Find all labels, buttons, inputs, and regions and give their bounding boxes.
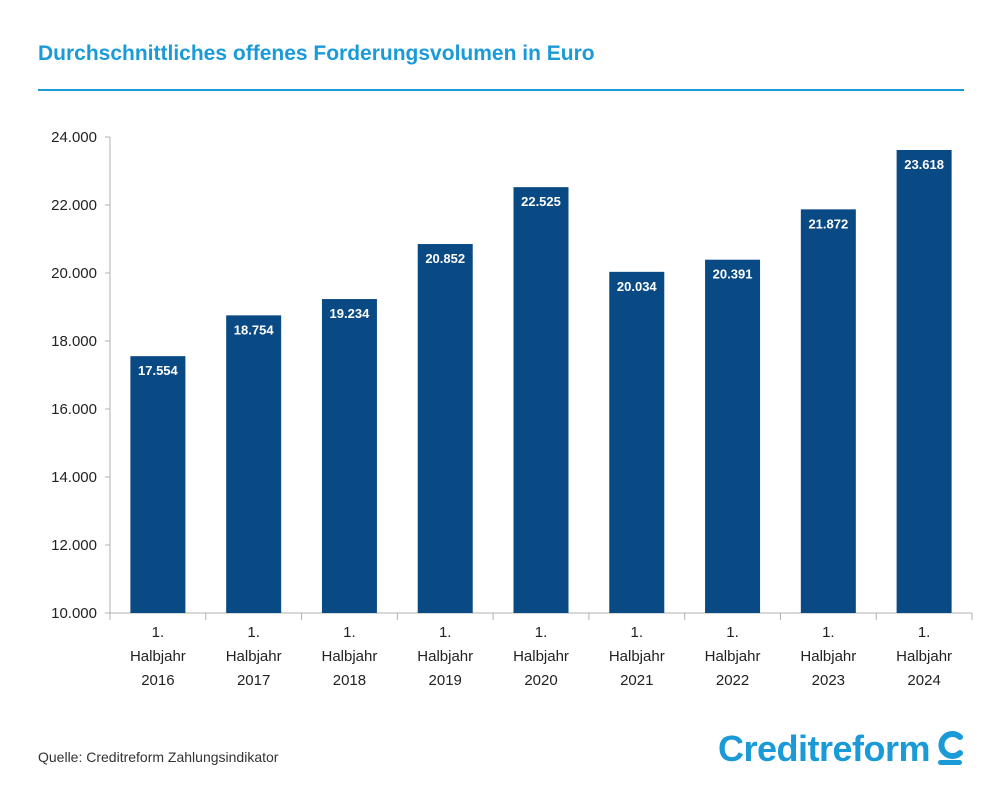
x-category-label: 1. Halbjahr 2016	[130, 624, 186, 689]
x-category-label-line: 2019	[429, 672, 462, 689]
y-tick-label: 16.000	[51, 401, 97, 418]
bar-value-label: 23.618	[904, 157, 944, 172]
x-category-label-line: Halbjahr	[417, 648, 473, 665]
x-category-label: 1. Halbjahr 2018	[322, 624, 378, 689]
x-category-label-line: 2024	[907, 672, 940, 689]
x-category-label: 1. Halbjahr 2020	[513, 624, 569, 689]
creditreform-logo: Creditreform	[718, 728, 964, 770]
chart-title: Durchschnittliches offenes Forderungsvol…	[38, 42, 595, 65]
bar-value-label: 19.234	[330, 306, 371, 321]
x-category-label-line: 2022	[716, 672, 749, 689]
y-tick-label: 24.000	[51, 129, 97, 146]
x-category-label-line: 1.	[726, 624, 739, 641]
x-category-label-line: 1.	[247, 624, 260, 641]
bar	[513, 187, 569, 613]
y-tick-label: 14.000	[51, 469, 97, 486]
x-category-label-line: 1.	[439, 624, 452, 641]
x-category-label: 1. Halbjahr 2023	[800, 624, 856, 689]
x-category-label: 1. Halbjahr 2019	[417, 624, 473, 689]
x-category-label: 1. Halbjahr 2024	[896, 624, 952, 689]
y-tick-label: 18.000	[51, 333, 97, 350]
bar	[705, 259, 761, 613]
bar	[321, 299, 377, 613]
x-category-label-line: 2016	[141, 672, 174, 689]
x-category-label-line: 1.	[631, 624, 644, 641]
x-category-label-line: Halbjahr	[609, 648, 665, 665]
x-category-label-line: Halbjahr	[800, 648, 856, 665]
x-category-label-line: 2017	[237, 672, 270, 689]
y-tick-label: 10.000	[51, 605, 97, 622]
bar-value-label: 20.852	[425, 251, 465, 266]
bar-value-label: 18.754	[234, 322, 275, 337]
x-category-label-line: Halbjahr	[130, 648, 186, 665]
y-tick-label: 20.000	[51, 265, 97, 282]
x-category-label-line: 2021	[620, 672, 653, 689]
source-note: Quelle: Creditreform Zahlungsindikator	[38, 749, 279, 765]
x-category-label-line: Halbjahr	[513, 648, 569, 665]
bar	[226, 315, 282, 613]
x-category-label: 1. Halbjahr 2021	[609, 624, 665, 689]
x-category-label-line: Halbjahr	[705, 648, 761, 665]
bar-value-label: 17.554	[138, 363, 179, 378]
logo-wordmark: Creditreform	[718, 728, 931, 769]
y-tick-label: 12.000	[51, 537, 97, 554]
x-category-label-line: 2023	[812, 672, 845, 689]
x-category-label-line: 1.	[343, 624, 356, 641]
bar	[800, 209, 856, 614]
logo-mark-icon	[938, 731, 964, 765]
x-category-label-line: Halbjahr	[226, 648, 282, 665]
bar	[609, 271, 665, 613]
x-category-label: 1. Halbjahr 2022	[705, 624, 761, 689]
x-category-label: 1. Halbjahr 2017	[226, 624, 282, 689]
x-category-label-line: Halbjahr	[896, 648, 952, 665]
x-category-label-line: Halbjahr	[322, 648, 378, 665]
bar-value-label: 21.872	[808, 216, 848, 231]
x-category-label-line: 1.	[535, 624, 548, 641]
bar	[130, 356, 186, 613]
title-divider	[38, 89, 964, 91]
bar-value-label: 20.391	[713, 267, 753, 282]
x-category-label-line: 1.	[918, 624, 931, 641]
bar-value-label: 22.525	[521, 194, 561, 209]
x-category-label-line: 2020	[524, 672, 557, 689]
x-category-label-line: 1.	[822, 624, 835, 641]
bar	[417, 244, 473, 614]
y-tick-label: 22.000	[51, 197, 97, 214]
bar-value-label: 20.034	[617, 279, 658, 294]
bar	[896, 149, 952, 613]
x-category-label-line: 1.	[152, 624, 165, 641]
x-category-label-line: 2018	[333, 672, 366, 689]
